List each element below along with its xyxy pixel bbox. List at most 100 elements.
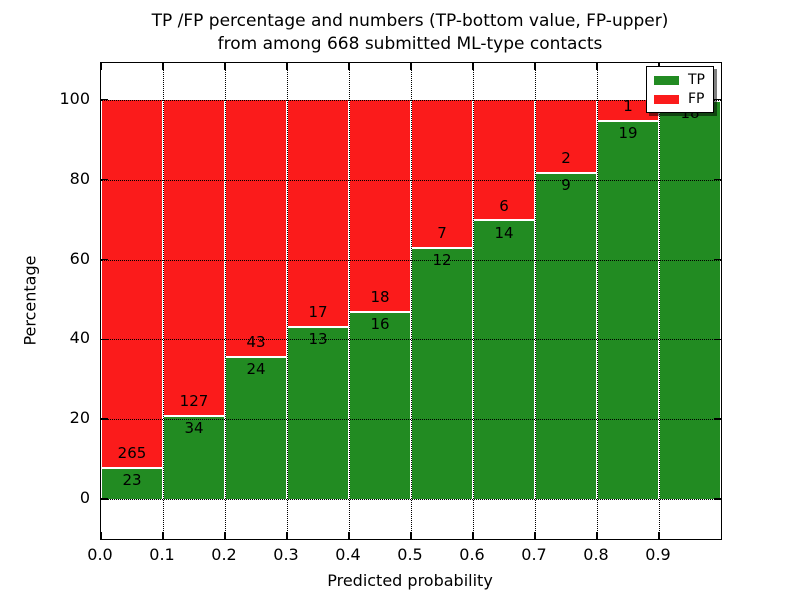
gridline-vertical: [596, 63, 598, 539]
fp-color-swatch-icon: [654, 95, 679, 104]
gridline-vertical: [286, 63, 288, 539]
x-tick-mark: [286, 532, 288, 539]
y-tick-label: 80: [69, 168, 90, 188]
x-tick-mark: [286, 63, 288, 70]
x-tick-label: 0.1: [149, 545, 175, 564]
y-tick-label: 60: [69, 248, 90, 268]
fp-count-label: 6: [499, 196, 509, 215]
chart-title-line1: TP /FP percentage and numbers (TP-bottom…: [151, 11, 669, 31]
x-tick-mark: [596, 63, 598, 70]
fp-count-label: 43: [246, 333, 266, 351]
gridline-vertical: [348, 63, 350, 539]
bar-segment-tp: [535, 172, 597, 499]
x-tick-mark: [100, 63, 102, 70]
x-tick-label: 0.6: [459, 545, 485, 564]
y-tick-label: 40: [69, 328, 90, 348]
bars-layer: [101, 63, 721, 539]
legend-label-fp: FP: [688, 91, 705, 107]
plot-area: 23265341272443131716181271469219118: [100, 62, 722, 540]
bar-segment-tp: [349, 311, 411, 499]
x-tick-label: 0.2: [211, 545, 237, 564]
gridline-vertical: [472, 63, 474, 539]
stacked-bar: [101, 99, 163, 499]
fp-count-label: 2: [561, 149, 571, 168]
bar-segment-fp: [473, 99, 535, 220]
fp-count-label: 18: [370, 288, 390, 307]
y-tick-mark: [101, 178, 108, 181]
stacked-bar: [225, 99, 287, 499]
stacked-bar: [473, 99, 535, 499]
x-tick-mark: [162, 532, 164, 539]
stacked-bar: [659, 99, 721, 499]
x-tick-mark: [162, 63, 164, 70]
tp-count-label: 34: [184, 418, 204, 437]
fp-count-label: 1: [623, 96, 633, 115]
tp-count-label: 23: [122, 471, 142, 490]
y-tick-mark: [714, 418, 721, 420]
gridline-vertical: [534, 63, 536, 539]
bar-segment-tp: [411, 246, 473, 499]
x-tick-mark: [348, 532, 350, 539]
y-tick-mark: [714, 178, 721, 181]
y-tick-label: 100: [59, 88, 90, 108]
x-tick-mark: [224, 532, 226, 539]
x-tick-mark: [534, 532, 536, 539]
y-axis-label: Percentage: [20, 255, 40, 346]
x-tick-mark: [534, 63, 536, 70]
legend: TP FP: [646, 66, 714, 113]
tp-count-label: 16: [370, 315, 390, 334]
x-tick-label: 0.3: [273, 545, 299, 564]
fp-count-label: 17: [308, 303, 328, 321]
x-tick-label: 0.9: [645, 545, 671, 564]
stacked-bar: [535, 99, 597, 499]
bar-segment-tp: [659, 99, 721, 499]
bar-segment-tp: [225, 355, 287, 499]
x-tick-label: 0.5: [397, 545, 423, 564]
y-tick-mark: [101, 418, 108, 420]
bar-segment-fp: [225, 99, 287, 356]
bar-labels-layer: 23265341272443131716181271469219118: [101, 63, 721, 539]
stacked-bar: [411, 99, 473, 499]
gridline-vertical: [162, 63, 164, 539]
bar-segment-fp: [101, 99, 163, 468]
x-tick-mark: [658, 532, 660, 539]
legend-entry-fp: FP: [654, 92, 706, 107]
legend-label-tp: TP: [688, 72, 705, 88]
x-tick-label: 0.7: [521, 545, 547, 564]
bar-segment-fp: [411, 99, 473, 247]
bar-segment-tp: [287, 325, 349, 499]
bar-segment-fp: [163, 99, 225, 415]
gridline-vertical: [658, 63, 660, 539]
fp-count-label: 7: [437, 223, 447, 242]
x-tick-mark: [224, 63, 226, 70]
legend-entry-tp: TP: [654, 73, 706, 88]
x-tick-mark: [472, 532, 474, 539]
y-tick-mark: [101, 258, 108, 261]
y-tick-mark: [714, 258, 721, 261]
y-tick-mark: [101, 498, 108, 500]
y-tick-mark: [101, 98, 108, 101]
x-tick-mark: [596, 532, 598, 539]
bar-segment-tp: [101, 467, 163, 499]
tp-count-label: 13: [308, 330, 328, 348]
x-tick-mark: [410, 532, 412, 539]
y-tick-mark: [714, 98, 721, 101]
tp-count-label: 12: [432, 250, 452, 269]
y-tick-label: 20: [69, 408, 90, 428]
x-tick-label: 0.8: [583, 545, 609, 564]
ticks-layer: [100, 63, 721, 539]
tp-color-swatch-icon: [654, 76, 679, 85]
fp-count-label: 265: [117, 444, 147, 463]
x-tick-label: 0.0: [87, 545, 113, 564]
tp-count-label: 9: [561, 176, 571, 195]
gridline-vertical: [410, 63, 412, 539]
chart-title-line2: from among 668 submitted ML-type contact…: [217, 34, 603, 54]
x-axis-label: Predicted probability: [327, 571, 493, 590]
y-tick-label: 0: [79, 488, 90, 508]
y-tick-mark: [101, 338, 108, 341]
x-tick-label: 0.4: [335, 545, 361, 564]
tp-count-label: 19: [618, 123, 638, 142]
fp-count-label: 127: [179, 391, 209, 410]
x-tick-mark: [410, 63, 412, 70]
